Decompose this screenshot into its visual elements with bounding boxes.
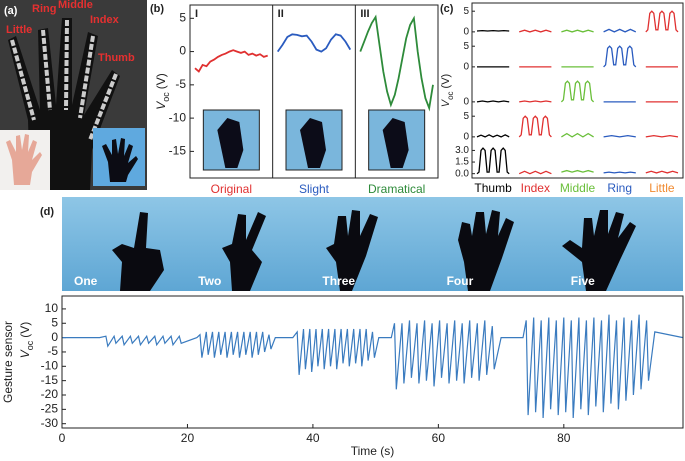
line <box>603 134 636 138</box>
y-tick-label: -15 <box>41 373 59 387</box>
line <box>561 29 594 33</box>
x-axis-label: Time (s) <box>351 444 395 458</box>
y-axis-label: Voc (V) <box>18 322 35 359</box>
y-tick-label: 5 <box>463 41 469 52</box>
y-tick-label: 5 <box>463 111 469 122</box>
label-symbol: V <box>18 349 32 358</box>
finger-label: Ring <box>32 3 56 15</box>
y-tick-label: 0 <box>179 44 186 58</box>
x-tick-label: 0 <box>59 431 66 445</box>
y-tick-label: -30 <box>41 416 59 430</box>
line <box>561 132 594 138</box>
series-label: Dramatical <box>368 182 425 196</box>
finger-label: Little <box>6 24 32 36</box>
subpanel-label: III <box>360 8 369 20</box>
line <box>476 100 510 103</box>
x-tick-label: 80 <box>557 431 571 445</box>
y-axis-title: Gesture sensor <box>1 321 15 403</box>
line <box>560 80 595 103</box>
gesture-label: Two <box>198 274 221 288</box>
line <box>476 147 510 175</box>
line <box>519 100 552 103</box>
glove-photo <box>0 0 147 190</box>
inset-hand <box>382 118 409 168</box>
series-label: Original <box>211 182 252 196</box>
y-tick-label: 0 <box>463 132 469 143</box>
y-tick-label: 1.5 <box>455 157 469 168</box>
x-tick-label: 20 <box>181 431 195 445</box>
y-tick-label: -15 <box>169 144 187 158</box>
line <box>603 45 637 68</box>
line <box>519 29 552 33</box>
y-tick-label: 0 <box>51 330 58 344</box>
y-tick-label: 0.0 <box>455 168 469 179</box>
finger-label: Middle <box>58 0 93 11</box>
gesture-label: Five <box>571 274 595 288</box>
gesture-label: Four <box>447 274 474 288</box>
y-tick-label: -20 <box>41 387 59 401</box>
axes-frame <box>471 2 684 179</box>
panel-label: (a) <box>4 5 18 17</box>
y-tick-label: 5 <box>463 6 469 17</box>
panel-label: (d) <box>40 206 54 218</box>
inset-hand <box>217 118 244 168</box>
label-subscript: oc <box>161 92 171 102</box>
axes-frame <box>189 4 439 179</box>
line <box>518 115 552 138</box>
x-tick-label: 40 <box>306 431 320 445</box>
line <box>603 171 636 174</box>
axes-frame <box>61 295 684 429</box>
column-label: Thumb <box>474 181 512 195</box>
y-tick-label: -5 <box>47 344 58 358</box>
column-label: Index <box>521 181 550 195</box>
y-tick-label: -10 <box>41 358 59 372</box>
panel-label: (c) <box>440 3 454 15</box>
y-tick-label: 10 <box>45 301 59 315</box>
line <box>645 10 679 33</box>
gesture-label: One <box>74 274 98 288</box>
y-tick-label: 3.0 <box>455 145 469 156</box>
label-symbol: V <box>440 98 452 107</box>
label-unit: (V) <box>440 74 452 89</box>
x-tick-label: 60 <box>432 431 446 445</box>
y-tick-label: -25 <box>41 402 59 416</box>
gesture-photos <box>62 197 683 291</box>
inset-hand <box>300 118 326 168</box>
line <box>603 28 637 33</box>
label-subscript: oc <box>25 340 35 350</box>
line <box>645 170 679 174</box>
y-tick-label: 0 <box>463 62 469 73</box>
y-tick-label: 0 <box>463 97 469 108</box>
line <box>645 134 679 138</box>
column-label: Little <box>649 181 675 195</box>
label-unit: (V) <box>154 73 168 89</box>
line <box>62 314 684 419</box>
series-label: Slight <box>299 182 330 196</box>
column-label: Ring <box>607 181 632 195</box>
line <box>561 169 594 173</box>
line <box>276 33 352 53</box>
label-symbol: V <box>154 101 168 110</box>
y-tick-label: 5 <box>51 315 58 329</box>
line <box>194 49 268 73</box>
panel-label: (b) <box>150 3 164 15</box>
finger-label: Index <box>90 14 120 26</box>
column-label: Middle <box>560 181 596 195</box>
y-tick-label: 0 <box>463 27 469 38</box>
line <box>359 14 434 112</box>
label-subscript: oc <box>446 91 455 99</box>
subpanel-label: I <box>195 8 198 20</box>
line <box>476 134 510 138</box>
y-tick-label: -10 <box>169 110 187 124</box>
gesture-label: Three <box>322 274 355 288</box>
y-tick-label: -5 <box>175 77 186 91</box>
y-axis-label: Voc (V) <box>440 74 455 107</box>
label-unit: (V) <box>18 322 32 338</box>
finger-label: Thumb <box>98 52 135 64</box>
y-axis-label: Voc (V) <box>154 73 171 110</box>
y-tick-label: 5 <box>179 10 186 24</box>
subpanel-label: II <box>278 8 284 20</box>
line <box>518 170 552 175</box>
